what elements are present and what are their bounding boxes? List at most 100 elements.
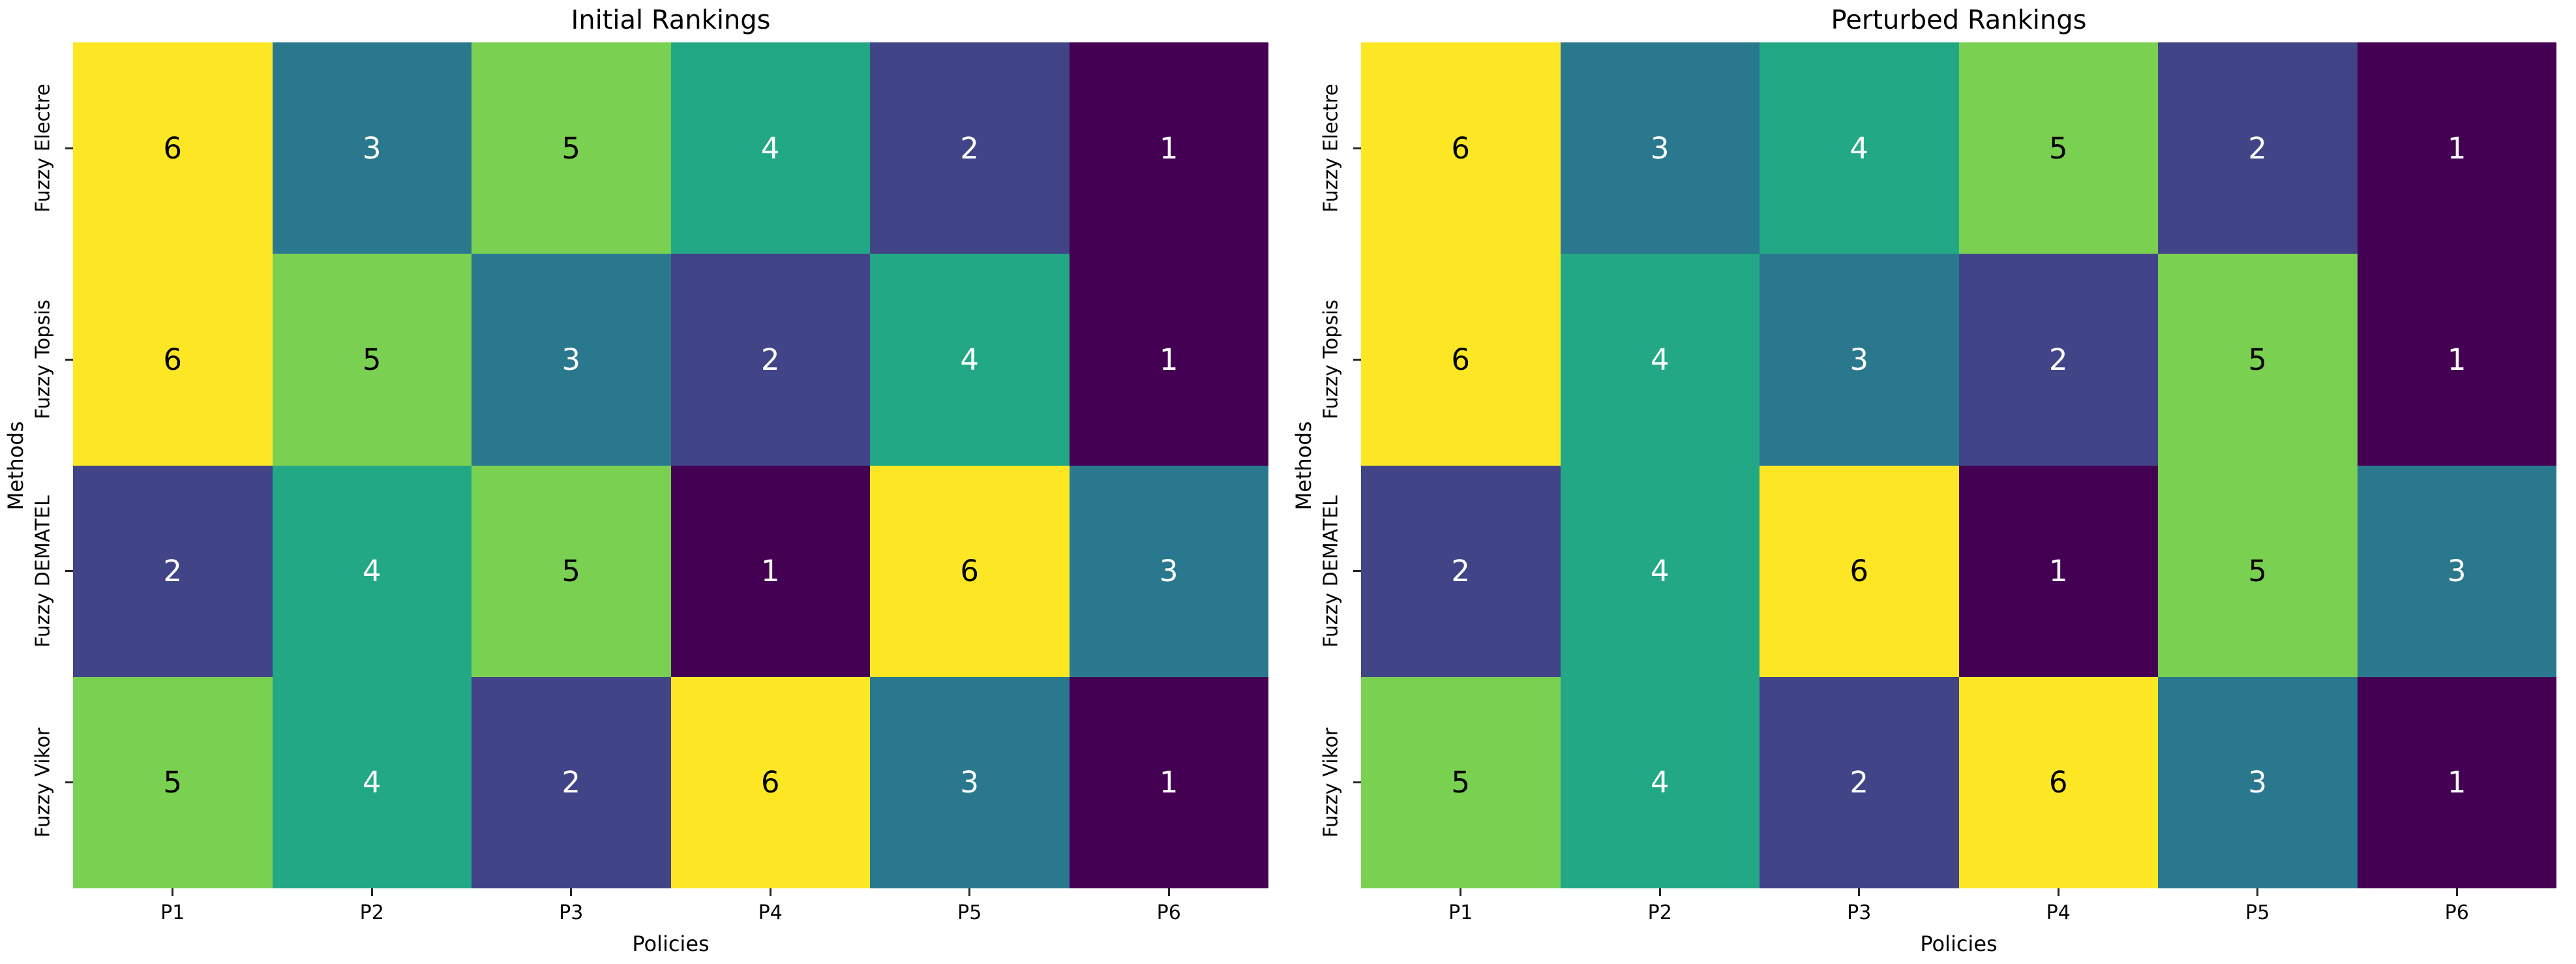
heatmap-cell: 1	[2357, 42, 2556, 254]
cell-value: 4	[362, 765, 382, 800]
x-tick-mark	[2256, 888, 2259, 896]
heatmap-cell: 4	[1560, 676, 1760, 888]
heatmap-cell: 1	[2357, 254, 2556, 466]
heatmap-cell: 1	[670, 465, 870, 677]
cell-value: 1	[1159, 765, 1178, 800]
cell-value: 5	[2048, 130, 2068, 166]
x-tick-mark	[1858, 888, 1861, 896]
y-tick-label: Fuzzy Topsis	[1319, 299, 1343, 420]
cell-value: 4	[362, 554, 382, 589]
x-tick-mark	[2057, 888, 2059, 896]
y-tick-mark	[65, 570, 73, 573]
cell-value: 5	[2248, 342, 2268, 377]
x-tick-label: P6	[1156, 901, 1181, 924]
cell-value: 3	[960, 765, 980, 800]
x-tick-mark	[1167, 888, 1170, 896]
x-tick-mark	[1658, 888, 1661, 896]
cell-value: 3	[1850, 342, 1869, 377]
cell-value: 3	[562, 342, 581, 377]
cell-value: 6	[163, 342, 183, 377]
cell-value: 6	[1850, 554, 1869, 589]
heatmap-cell: 1	[1069, 42, 1268, 254]
heatmap-cell: 5	[472, 465, 671, 677]
x-tick-mark	[370, 888, 373, 896]
x-tick-label: P2	[359, 901, 384, 924]
cell-value: 6	[760, 765, 780, 800]
heatmap-cell: 5	[2158, 254, 2358, 466]
y-tick-mark	[1353, 781, 1361, 784]
x-tick-label: P4	[2046, 901, 2071, 924]
cell-value: 2	[163, 554, 183, 589]
heatmap-cell: 5	[472, 42, 671, 254]
y-tick-mark	[1353, 358, 1361, 361]
x-axis-label: Policies	[632, 931, 710, 956]
cell-value: 6	[2048, 765, 2068, 800]
cell-value: 3	[1650, 130, 1670, 166]
heatmap-cell: 6	[670, 676, 870, 888]
cell-value: 1	[2447, 130, 2466, 166]
y-tick-mark	[65, 781, 73, 784]
x-tick-mark	[2455, 888, 2458, 896]
heatmap-cell: 4	[870, 254, 1070, 466]
x-axis-label: Policies	[1920, 931, 1998, 956]
heatmap-cell: 6	[1361, 42, 1561, 254]
heatmap-cell: 3	[2357, 465, 2556, 677]
cell-value: 4	[1650, 554, 1670, 589]
cell-value: 1	[2048, 554, 2068, 589]
heatmap-cell: 2	[2158, 42, 2358, 254]
x-tick-mark	[1460, 888, 1462, 896]
cell-value: 1	[2447, 765, 2466, 800]
cell-value: 4	[1850, 130, 1869, 166]
heatmap-cell: 3	[1760, 254, 1959, 466]
cell-value: 4	[960, 342, 980, 377]
heatmap-cell: 4	[1560, 254, 1760, 466]
cell-value: 3	[2447, 554, 2466, 589]
cell-value: 1	[1159, 130, 1178, 166]
heatmap-cell: 2	[472, 676, 671, 888]
x-tick-mark	[570, 888, 573, 896]
heatmap-axes: 6 3 4 5 2 1 6 4 3 2 5 1 2 4 6 1 5 3 5 4 2 6 3 1	[1361, 42, 2556, 888]
cell-value: 1	[760, 554, 780, 589]
heatmap-axes: 6 3 5 4 2 1 6 5 3 2 4 1 2 4 5 1 6 3 5 4 2 6 3 1	[73, 42, 1268, 888]
cell-value: 5	[562, 554, 581, 589]
x-tick-label: P6	[2444, 901, 2469, 924]
heatmap-cell: 3	[472, 254, 671, 466]
cell-value: 3	[362, 130, 382, 166]
cell-value: 3	[2248, 765, 2268, 800]
x-tick-label: P5	[957, 901, 982, 924]
y-tick-mark	[65, 147, 73, 149]
heatmap-cell: 6	[73, 42, 273, 254]
x-tick-mark	[172, 888, 174, 896]
heatmap-cell: 3	[2158, 676, 2358, 888]
heatmap-cell: 3	[272, 42, 472, 254]
heatmap-cell: 6	[1958, 676, 2158, 888]
x-tick-label: P3	[1847, 901, 1872, 924]
cell-value: 1	[2447, 342, 2466, 377]
cell-value: 6	[1451, 130, 1471, 166]
cell-value: 6	[1451, 342, 1471, 377]
y-tick-mark	[65, 358, 73, 361]
heatmap-cell: 6	[73, 254, 273, 466]
heatmap-cell: 4	[1560, 465, 1760, 677]
y-tick-label: Fuzzy Electre	[1319, 83, 1343, 213]
heatmap-cell: 6	[870, 465, 1070, 677]
y-tick-mark	[1353, 570, 1361, 573]
cell-value: 6	[960, 554, 980, 589]
heatmap-cell: 4	[670, 42, 870, 254]
cell-value: 4	[1650, 342, 1670, 377]
heatmap-cell: 1	[1069, 676, 1268, 888]
heatmap-cell: 5	[272, 254, 472, 466]
heatmap-cell: 2	[1958, 254, 2158, 466]
heatmap-cell: 6	[1361, 254, 1561, 466]
heatmap-cell: 4	[272, 465, 472, 677]
cell-value: 4	[1650, 765, 1670, 800]
heatmap-cell: 6	[1760, 465, 1959, 677]
cell-value: 2	[2048, 342, 2068, 377]
chart-title-perturbed: Perturbed Rankings	[1831, 5, 2087, 35]
heatmap-cell: 3	[870, 676, 1070, 888]
x-tick-label: P5	[2245, 901, 2270, 924]
heatmap-cell: 2	[670, 254, 870, 466]
x-tick-mark	[769, 888, 771, 896]
